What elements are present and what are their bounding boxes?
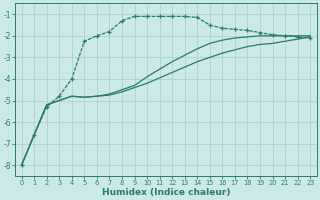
X-axis label: Humidex (Indice chaleur): Humidex (Indice chaleur)	[102, 188, 230, 197]
